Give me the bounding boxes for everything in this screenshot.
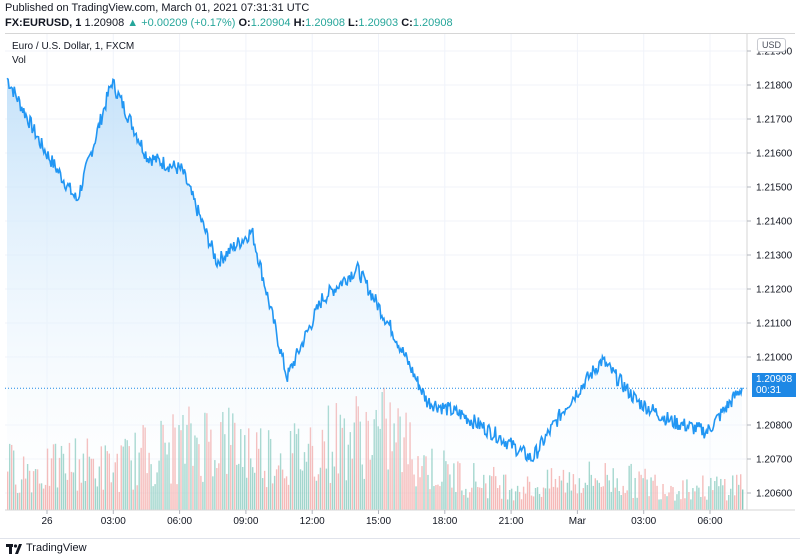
y-tick-label: 1.21000 (756, 353, 793, 364)
chart-title: Euro / U.S. Dollar, 1, FXCM (12, 41, 135, 52)
x-tick-label: 03:00 (101, 516, 126, 527)
published-caption: Published on TradingView.com, March 01, … (5, 2, 310, 14)
last-price: 1.20908 (84, 17, 125, 29)
y-tick-label: 1.20700 (756, 455, 793, 466)
price-line (6, 77, 743, 463)
low-label: L: (348, 17, 359, 29)
open-label: O: (238, 17, 251, 29)
y-tick-label: 1.20800 (756, 421, 793, 432)
x-tick-label: 15:00 (366, 516, 391, 527)
price-area-fill (7, 78, 742, 511)
price-chart[interactable]: 1.21900 1.21800 1.21700 1.21600 1.21500 1.214… (0, 0, 800, 538)
last-price-tag: 1.20908 00:31 (752, 373, 796, 397)
close-value: 1.20908 (412, 17, 453, 29)
time-axis: 26 03:00 06:00 09:00 12:00 15:00 18:00 21:00 Mar… (41, 510, 723, 527)
y-tick-label: 1.20600 (756, 489, 793, 500)
currency-button[interactable]: USD (757, 38, 787, 52)
x-tick-label: 09:00 (233, 516, 258, 527)
price-change: +0.00209 (+0.17%) (141, 17, 236, 29)
chart-frame[interactable] (5, 33, 795, 539)
last-price-tag-value: 1.20908 (756, 374, 793, 385)
open-value: 1.20904 (250, 17, 291, 29)
y-tick-label: 1.21100 (756, 319, 792, 330)
y-tick-label: 1.21300 (756, 251, 793, 262)
tradingview-brand[interactable]: TradingView (26, 542, 87, 554)
y-tick-label: 1.21500 (756, 183, 793, 194)
x-tick-label: 26 (41, 516, 53, 527)
y-tick-label: 1.21700 (756, 115, 793, 126)
volume-bar (742, 489, 744, 510)
volume-label: Vol (12, 55, 26, 66)
symbol-name: FX:EURUSD, 1 (5, 17, 82, 29)
footer: TradingView (0, 538, 800, 559)
tradingview-logo-icon[interactable] (6, 543, 22, 555)
x-tick-label: 18:00 (432, 516, 457, 527)
x-tick-label: 03:00 (631, 516, 656, 527)
high-value: 1.20908 (305, 17, 345, 29)
x-tick-label: 12:00 (300, 516, 325, 527)
high-label: H: (293, 17, 306, 29)
x-tick-label: 21:00 (499, 516, 524, 527)
change-up-icon: ▲ (127, 17, 139, 29)
close-label: C: (401, 17, 413, 29)
symbol-quote-bar: FX:EURUSD, 1 1.20908 ▲ +0.00209 (+0.17%)… (5, 17, 453, 29)
price-axis: 1.21900 1.21800 1.21700 1.21600 1.21500 1.214… (747, 47, 793, 500)
y-tick-label: 1.21600 (756, 149, 793, 160)
y-tick-label: 1.21800 (756, 81, 793, 92)
y-tick-label: 1.21900 (756, 47, 793, 58)
low-value: 1.20903 (358, 17, 399, 29)
x-tick-label: 06:00 (697, 516, 722, 527)
y-tick-label: 1.21200 (756, 285, 793, 296)
y-tick-label: 1.21400 (756, 217, 793, 228)
x-tick-label: Mar (569, 516, 587, 527)
x-tick-label: 06:00 (167, 516, 192, 527)
bar-countdown: 00:31 (756, 385, 782, 396)
